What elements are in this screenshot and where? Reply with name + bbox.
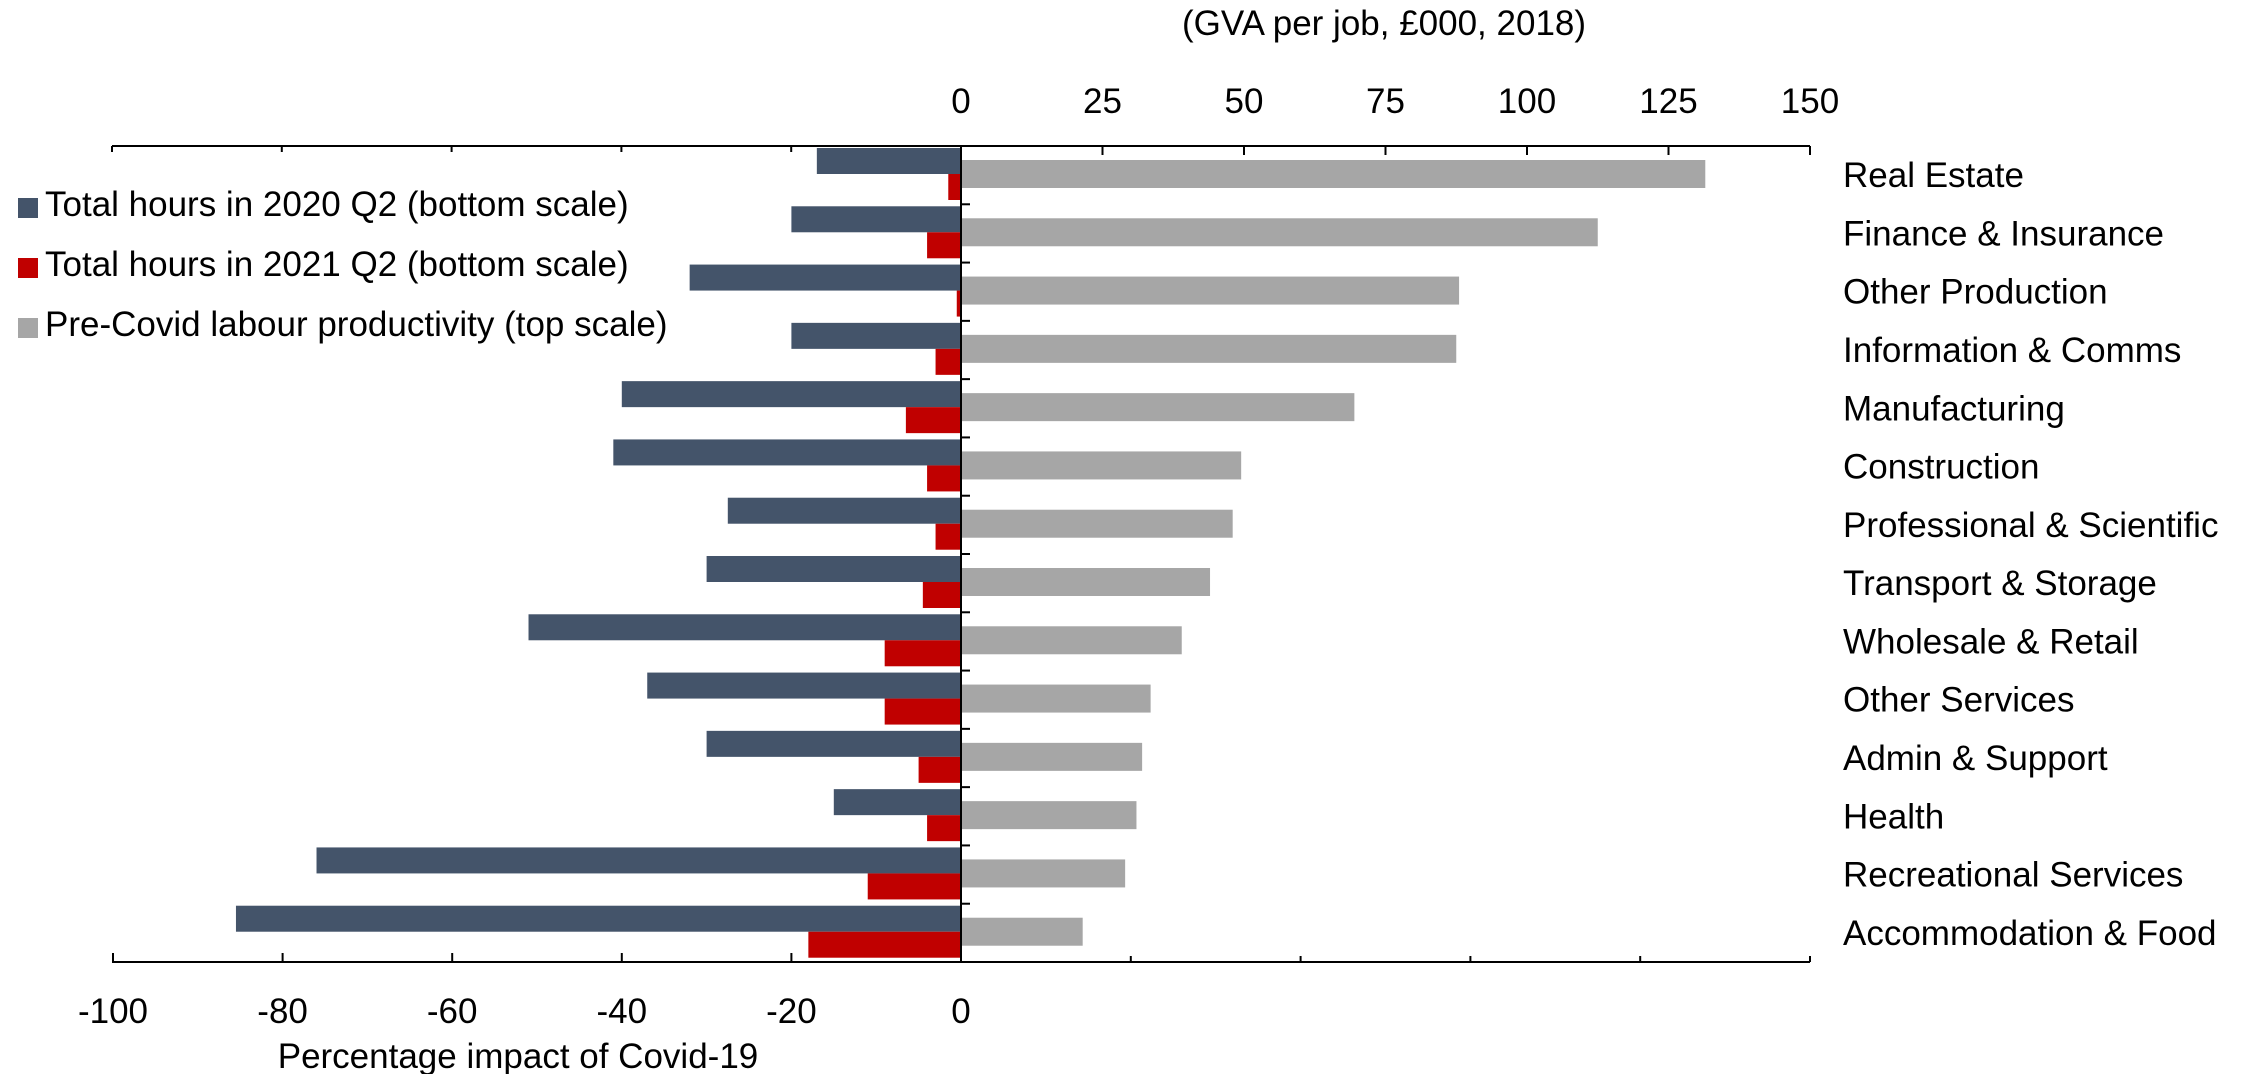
bottom-tick-label: 0 xyxy=(951,992,970,1031)
bar-2021-q2 xyxy=(905,407,961,434)
category-label: Professional & Scientific xyxy=(1843,506,2218,545)
bar-2020-q2 xyxy=(689,264,961,291)
bottom-tick-label: -60 xyxy=(427,992,478,1031)
bar-productivity xyxy=(961,509,1233,538)
bar-2021-q2 xyxy=(927,232,961,259)
bar-2021-q2 xyxy=(884,640,961,667)
top-tick-label: 25 xyxy=(1083,82,1122,121)
category-label: Construction xyxy=(1843,448,2039,487)
bar-2021-q2 xyxy=(922,582,961,608)
bar-productivity xyxy=(961,742,1143,771)
bar-2020-q2 xyxy=(235,905,961,932)
top-tick-label: 75 xyxy=(1366,82,1405,121)
bar-2020-q2 xyxy=(791,206,961,233)
bar-productivity xyxy=(961,859,1126,888)
bar-2021-q2 xyxy=(884,698,961,725)
bar-2020-q2 xyxy=(706,556,961,582)
top-tick-label: 100 xyxy=(1498,82,1556,121)
category-label: Finance & Insurance xyxy=(1843,214,2164,253)
top-tick-label: 0 xyxy=(951,82,970,121)
bottom-tick-label: -20 xyxy=(766,992,817,1031)
bar-2020-q2 xyxy=(833,789,961,816)
bar-productivity xyxy=(961,684,1151,713)
bar-productivity xyxy=(961,568,1211,596)
legend-swatch xyxy=(18,318,38,338)
bar-productivity xyxy=(961,626,1182,655)
bar-2021-q2 xyxy=(948,174,961,200)
category-label: Other Production xyxy=(1843,273,2108,312)
bar-productivity xyxy=(961,393,1355,422)
legend-swatch xyxy=(18,198,38,218)
category-label: Wholesale & Retail xyxy=(1843,622,2139,661)
category-label: Real Estate xyxy=(1843,156,2024,195)
bar-2020-q2 xyxy=(647,672,961,699)
category-label: Manufacturing xyxy=(1843,389,2065,428)
bar-2021-q2 xyxy=(935,348,961,375)
top-tick-label: 50 xyxy=(1225,82,1264,121)
legend-label: Total hours in 2020 Q2 (bottom scale) xyxy=(45,185,629,224)
bottom-axis-title: Percentage impact of Covid-19 xyxy=(278,1037,759,1074)
top-axis-title: (GVA per job, £000, 2018) xyxy=(1182,4,1586,43)
bar-2020-q2 xyxy=(613,439,961,466)
bar-2021-q2 xyxy=(927,815,961,842)
category-label: Accommodation & Food xyxy=(1843,914,2217,953)
bar-productivity xyxy=(961,218,1598,247)
bar-2020-q2 xyxy=(706,730,961,757)
bar-2021-q2 xyxy=(918,756,961,783)
bar-2021-q2 xyxy=(808,931,961,958)
category-label: Transport & Storage xyxy=(1843,564,2157,603)
legend-label: Total hours in 2021 Q2 (bottom scale) xyxy=(45,245,629,284)
category-label: Health xyxy=(1843,797,1944,836)
bar-2020-q2 xyxy=(791,322,961,349)
category-label: Admin & Support xyxy=(1843,739,2108,778)
bar-2020-q2 xyxy=(316,847,961,874)
bar-productivity xyxy=(961,451,1242,480)
bottom-tick-label: -80 xyxy=(257,992,308,1031)
category-label: Other Services xyxy=(1843,681,2074,720)
bar-2020-q2 xyxy=(621,381,961,408)
bar-productivity xyxy=(961,160,1706,188)
bottom-tick-label: -100 xyxy=(78,992,148,1031)
bar-2021-q2 xyxy=(927,465,961,492)
category-label: Information & Comms xyxy=(1843,331,2181,370)
bottom-tick-label: -40 xyxy=(597,992,648,1031)
bar-productivity xyxy=(961,801,1137,830)
bar-2021-q2 xyxy=(956,290,961,317)
bar-2021-q2 xyxy=(867,873,961,900)
bar-2021-q2 xyxy=(935,523,961,550)
bar-2020-q2 xyxy=(816,148,961,174)
category-label: Recreational Services xyxy=(1843,856,2183,895)
legend-label: Pre-Covid labour productivity (top scale… xyxy=(45,305,667,344)
bar-productivity xyxy=(961,917,1083,946)
bar-productivity xyxy=(961,334,1457,363)
bar-2020-q2 xyxy=(528,614,961,641)
legend-swatch xyxy=(18,258,38,278)
top-tick-label: 125 xyxy=(1639,82,1697,121)
bar-2020-q2 xyxy=(727,497,961,524)
top-tick-label: 150 xyxy=(1781,82,1839,121)
bar-productivity xyxy=(961,276,1460,305)
